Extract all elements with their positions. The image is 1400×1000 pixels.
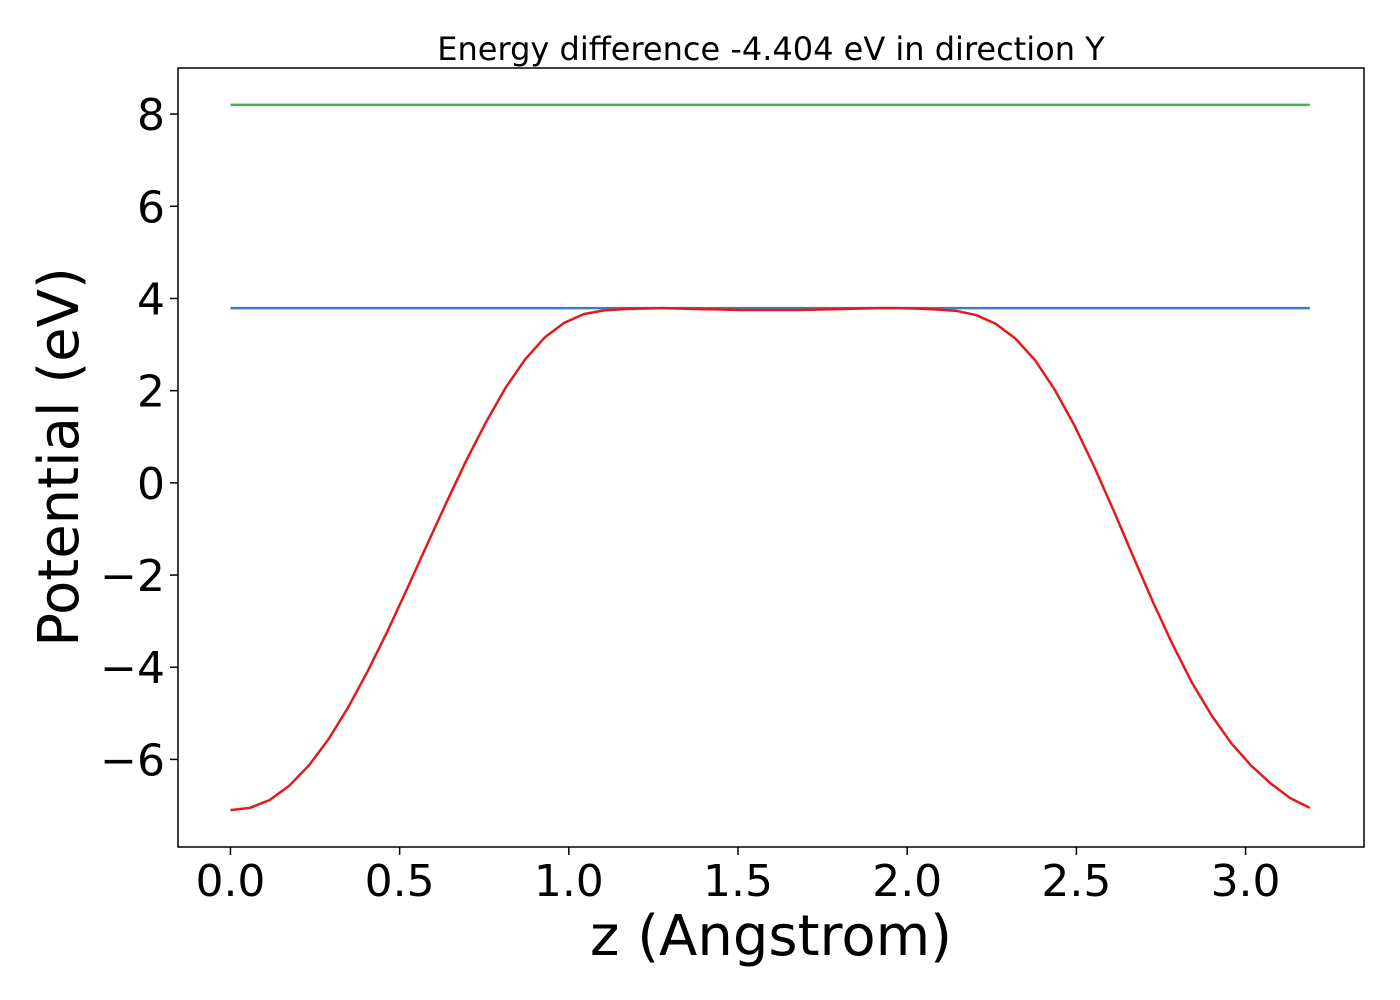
- y-tick-label: 4: [137, 274, 165, 325]
- x-axis-label: z (Angstrom): [590, 904, 952, 969]
- x-tick-label: 0.0: [195, 856, 265, 907]
- chart-title: Energy difference -4.404 eV in direction…: [437, 30, 1105, 68]
- x-tick-label: 1.0: [534, 856, 604, 907]
- x-tick-label: 0.5: [365, 856, 435, 907]
- x-axis-ticks: 0.0 0.5 1.0 1.5 2.0 2.5 3.0: [195, 847, 1281, 907]
- y-tick-label: 2: [137, 367, 165, 418]
- y-tick-label: −4: [100, 643, 165, 694]
- y-tick-label: 6: [137, 182, 165, 233]
- x-tick-label: 2.5: [1041, 856, 1111, 907]
- x-tick-label: 1.5: [703, 856, 773, 907]
- y-tick-label: 8: [137, 90, 165, 141]
- y-tick-label: −2: [100, 551, 165, 602]
- x-tick-label: 3.0: [1211, 856, 1281, 907]
- series-line-2: [230, 306, 1311, 812]
- x-tick-label: 2.0: [872, 856, 942, 907]
- y-axis-label: Potential (eV): [27, 267, 92, 647]
- y-tick-label: 0: [137, 459, 165, 510]
- y-tick-label: −6: [100, 735, 165, 786]
- y-axis-ticks: −6 −4 −2 0 2 4 6 8: [100, 90, 178, 786]
- plot-frame: [177, 67, 1365, 848]
- series-layer: [230, 103, 1311, 812]
